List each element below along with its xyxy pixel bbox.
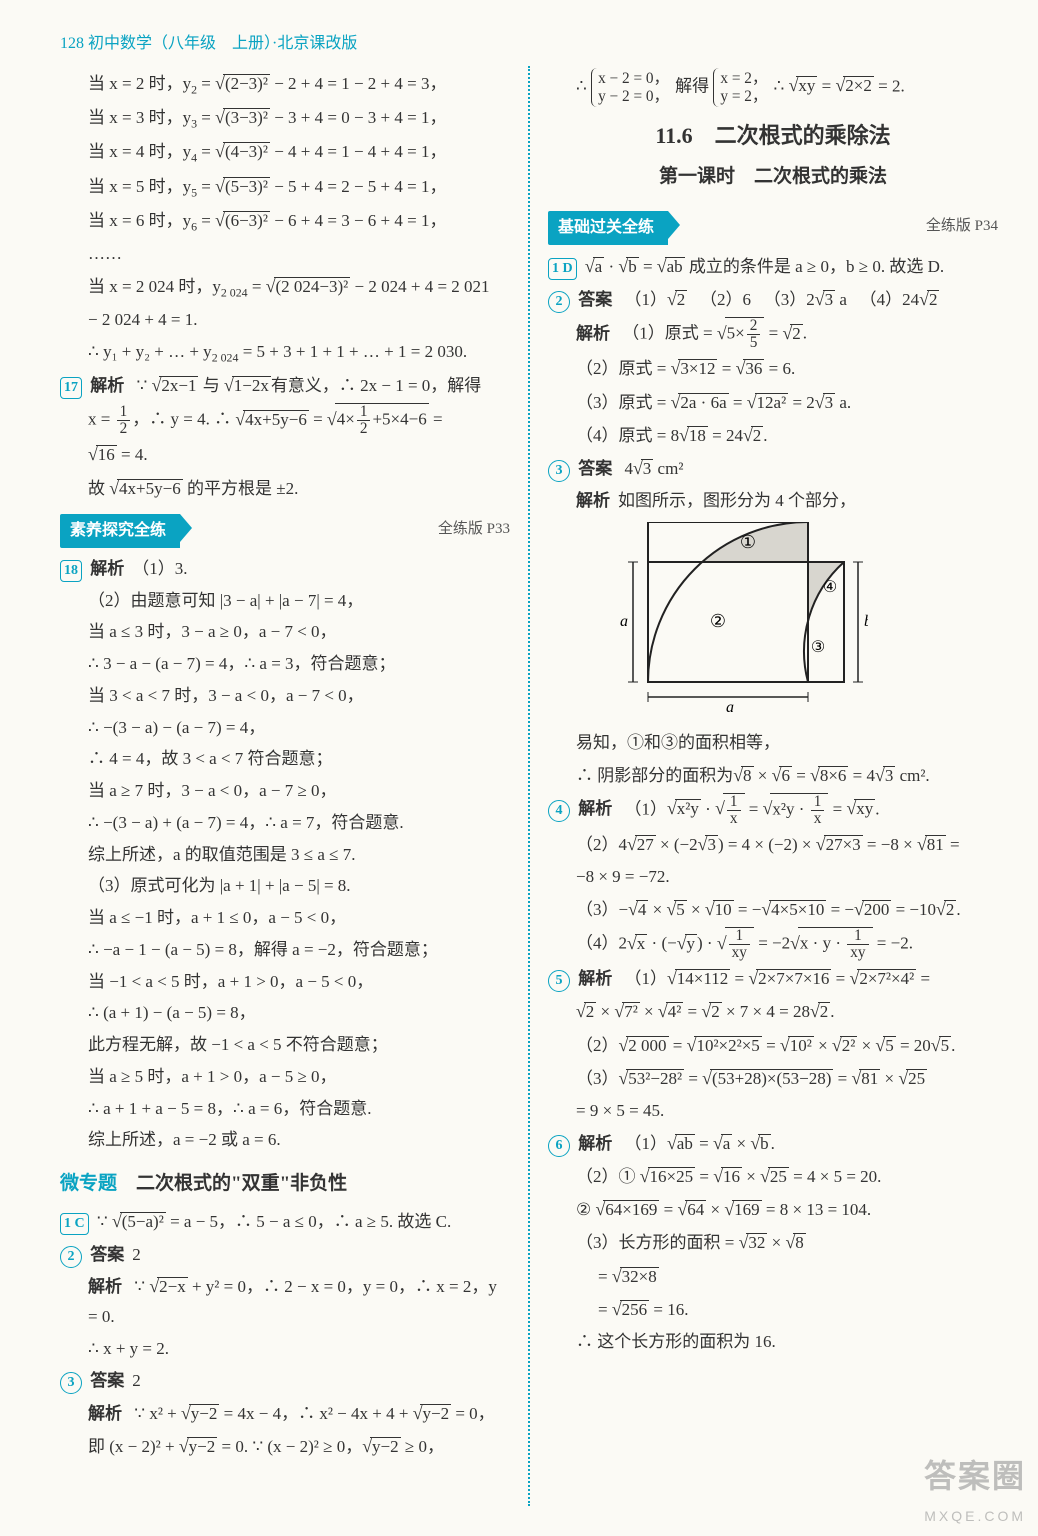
text-line: 当 3 < a < 7 时，3 − a < 0，a − 7 < 0，: [60, 681, 510, 711]
text-line: ② √64×169 = √64 × √169 = 8 × 13 = 104.: [548, 1194, 998, 1225]
geometry-figure: ① ② ③ ④ a a: [608, 522, 868, 722]
text-line: （4）原式 = 8√18 = 24√2.: [548, 420, 998, 451]
text-line: 当 x = 6 时，y6 = √(6−3)² − 6 + 4 = 3 − 6 +…: [60, 205, 510, 237]
svg-text:②: ②: [710, 611, 726, 631]
r5: 5 解析 （1）√14×112 = √2×7×7×16 = √2×7²×4² =: [548, 963, 998, 994]
text-line: 当 x = 5 时，y5 = √(5−3)² − 5 + 4 = 2 − 5 +…: [60, 171, 510, 203]
page: 128 初中数学（八年级 上册）·北京课改版 当 x = 2 时，y2 = √(…: [0, 0, 1038, 1536]
svg-text:a: a: [726, 699, 734, 712]
qnum-r2: 2: [548, 291, 570, 313]
text-line: 当 a ≤ 3 时，3 − a ≥ 0，a − 7 < 0，: [60, 617, 510, 647]
qnum-r1: 1 D: [548, 258, 577, 280]
text-line: （3）原式可化为 |a + 1| + |a − 5| = 8.: [60, 871, 510, 901]
text-line: = √256 = 16.: [548, 1294, 998, 1325]
text-line: （3）−√4 × √5 × √10 = −√4×5×10 = −√200 = −…: [548, 894, 998, 925]
text-line: ∴ 阴影部分的面积为√8 × √6 = √8×6 = 4√3 cm².: [548, 760, 998, 791]
r6: 6 解析 （1）√ab = √a × √b.: [548, 1128, 998, 1159]
r1: 1 D √a · √b = √ab 成立的条件是 a ≥ 0，b ≥ 0. 故选…: [548, 251, 998, 282]
r2: 2 答案 （1）√2 （2）6 （3）2√3 a （4）24√2: [548, 284, 998, 315]
columns: 当 x = 2 时，y2 = √(2−3)² − 2 + 4 = 1 − 2 +…: [60, 66, 998, 1506]
text-line: √2 × √7² × √4² = √2 × 7 × 4 = 28√2.: [548, 996, 998, 1027]
text-line: 综上所述，a 的取值范围是 3 ≤ a ≤ 7.: [60, 840, 510, 870]
text-line: ∴ −(3 − a) + (a − 7) = 4，∴ a = 7，符合题意.: [60, 808, 510, 838]
qnum-m3: 3: [60, 1372, 82, 1394]
text-line: （2）√2 000 = √10²×2²×5 = √10² × √2² × √5 …: [548, 1030, 998, 1061]
text-line: ∴ x + y = 2.: [60, 1334, 510, 1364]
text-line: 此方程无解，故 −1 < a < 5 不符合题意；: [60, 1030, 510, 1060]
text-line: 解析 （1）原式 = √5×25 = √2.: [548, 317, 998, 351]
text-line: ∴ 这个长方形的面积为 16.: [548, 1327, 998, 1357]
svg-text:a: a: [620, 613, 628, 630]
text-line: （3）√53²−28² = √(53+28)×(53−28) = √81 × √…: [548, 1063, 998, 1094]
qnum-r6: 6: [548, 1135, 570, 1157]
column-divider: [528, 66, 530, 1506]
text-line: （4）2√x · (−√y) · √1xy = −2√x · y · 1xy =…: [548, 927, 998, 961]
m2: 2 答案2: [60, 1240, 510, 1270]
text-line: 解析 ∵ x² + √y−2 = 4x − 4，∴ x² − 4x + 4 + …: [60, 1398, 510, 1429]
qnum-17: 17: [60, 377, 82, 399]
text-line: 当 x = 4 时，y4 = √(4−3)² − 4 + 4 = 1 − 4 +…: [60, 136, 510, 168]
text-line: ∴ 4 = 4，故 3 < a < 7 符合题意；: [60, 744, 510, 774]
svg-text:④: ④: [823, 579, 837, 596]
qnum-r5: 5: [548, 970, 570, 992]
section-title: 11.6 二次根式的乘除法: [548, 117, 998, 156]
text-line: −8 × 9 = −72.: [548, 862, 998, 892]
tag-ref: 全练版 P33: [438, 516, 510, 542]
text-line: ∴ a + 1 + a − 5 = 8，∴ a = 6，符合题意.: [60, 1094, 510, 1124]
text-line: （3）长方形的面积 = √32 × √8: [548, 1227, 998, 1258]
text-line: − 2 024 + 4 = 1.: [60, 305, 510, 335]
text-line: 当 a ≤ −1 时，a + 1 ≤ 0，a − 5 < 0，: [60, 903, 510, 933]
text-line: ∴ y₁ + y₂ + … + y2 024 = 5 + 3 + 1 + 1 +…: [60, 337, 510, 368]
section-tag: 基础过关全练: [548, 211, 668, 245]
q18: 18 解析（1）3.: [60, 554, 510, 584]
qnum-m1: 1 C: [60, 1213, 89, 1235]
text-line: （2）原式 = √3×12 = √36 = 6.: [548, 353, 998, 384]
qnum-m2: 2: [60, 1246, 82, 1268]
text-line: ∴ (a + 1) − (a − 5) = 8，: [60, 998, 510, 1028]
text-line: ∴ x − 2 = 0，y − 2 = 0， 解得 x = 2，y = 2， ∴…: [548, 68, 998, 107]
page-header: 128 初中数学（八年级 上册）·北京课改版: [60, 30, 998, 58]
qnum-r3: 3: [548, 460, 570, 482]
text-line: = 9 × 5 = 45.: [548, 1096, 998, 1126]
text-line: 当 −1 < a < 5 时，a + 1 > 0，a − 5 < 0，: [60, 967, 510, 997]
text-line: 综上所述，a = −2 或 a = 6.: [60, 1125, 510, 1155]
right-column: ∴ x − 2 = 0，y − 2 = 0， 解得 x = 2，y = 2， ∴…: [548, 66, 998, 1506]
text-line: （2）由题意可知 |3 − a| + |a − 7| = 4，: [60, 586, 510, 616]
text-line: ∴ 3 − a − (a − 7) = 4，∴ a = 3，符合题意；: [60, 649, 510, 679]
text-line: 当 a ≥ 7 时，3 − a < 0，a − 7 ≥ 0，: [60, 776, 510, 806]
text-line: 即 (x − 2)² + √y−2 = 0. ∵ (x − 2)² ≥ 0，√y…: [60, 1431, 510, 1462]
m3: 3 答案2: [60, 1366, 510, 1396]
r3: 3 答案 4√3 cm²: [548, 453, 998, 484]
text-line: 故 √4x+5y−6 的平方根是 ±2.: [60, 473, 510, 504]
q17: 17 解析 ∵ √2x−1 与 √1−2x有意义，∴ 2x − 1 = 0，解得: [60, 370, 510, 401]
text-line: √16 = 4.: [60, 439, 510, 470]
svg-text:b: b: [864, 613, 868, 630]
r4: 4 解析 （1）√x²y · √1x = √x²y · 1x = √xy.: [548, 793, 998, 827]
text-line: ……: [60, 239, 510, 269]
text-line: （2）① √16×25 = √16 × √25 = 4 × 5 = 20.: [548, 1161, 998, 1192]
qnum-18: 18: [60, 560, 82, 582]
text-line: （2）4√27 × (−2√3) = 4 × (−2) × √27×3 = −8…: [548, 829, 998, 860]
text-line: 当 x = 2 024 时，y2 024 = √(2 024−3)² − 2 0…: [60, 271, 510, 303]
svg-text:①: ①: [740, 532, 756, 552]
section-tag: 素养探究全练: [60, 514, 180, 548]
text-line: 解析 ∵ √2−x + y² = 0，∴ 2 − x = 0，y = 0，∴ x…: [60, 1271, 510, 1332]
tag-ref: 全练版 P34: [926, 213, 998, 239]
text-line: x = 12，∴ y = 4. ∴ √4x+5y−6 = √4×12+5×4−6…: [60, 403, 510, 437]
micro-topic-title: 微专题 二次根式的"双重"非负性: [60, 1167, 510, 1200]
text-line: 当 a ≥ 5 时，a + 1 > 0，a − 5 ≥ 0，: [60, 1062, 510, 1092]
text-line: 当 x = 3 时，y3 = √(3−3)² − 3 + 4 = 0 − 3 +…: [60, 102, 510, 134]
text-line: （3）原式 = √2a · 6a = √12a² = 2√3 a.: [548, 387, 998, 418]
text-line: ∴ −(3 − a) − (a − 7) = 4，: [60, 713, 510, 743]
text-line: = √32×8: [548, 1261, 998, 1292]
lesson-title: 第一课时 二次根式的乘法: [548, 160, 998, 193]
text-line: ∴ −a − 1 − (a − 5) = 8，解得 a = −2，符合题意；: [60, 935, 510, 965]
text-line: 解析如图所示，图形分为 4 个部分，: [548, 486, 998, 516]
text-line: 易知，①和③的面积相等，: [548, 728, 998, 758]
svg-text:③: ③: [811, 639, 825, 656]
qnum-r4: 4: [548, 800, 570, 822]
left-column: 当 x = 2 时，y2 = √(2−3)² − 2 + 4 = 1 − 2 +…: [60, 66, 510, 1506]
m1: 1 C ∵ √(5−a)² = a − 5，∴ 5 − a ≤ 0，∴ a ≥ …: [60, 1206, 510, 1237]
text-line: 当 x = 2 时，y2 = √(2−3)² − 2 + 4 = 1 − 2 +…: [60, 68, 510, 100]
